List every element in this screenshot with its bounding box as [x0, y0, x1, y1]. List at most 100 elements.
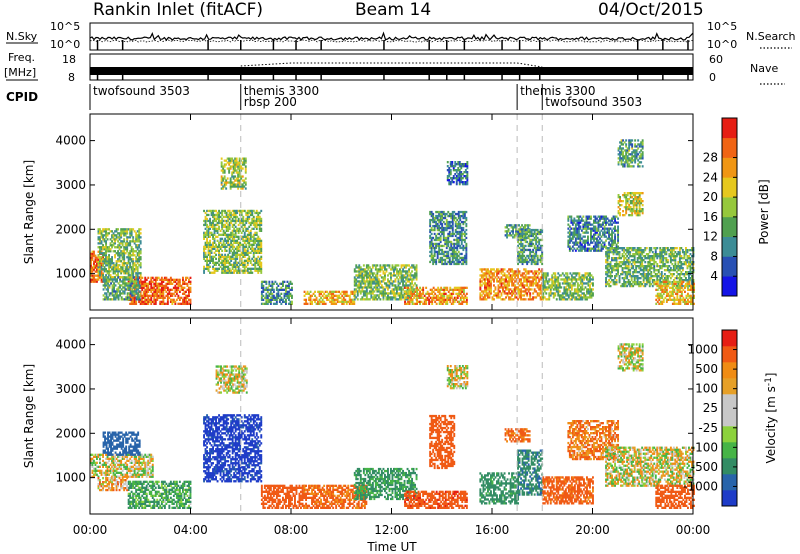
heatmap-cell [463, 299, 465, 301]
heatmap-cell [224, 232, 226, 234]
heatmap-cell [254, 248, 256, 250]
heatmap-cell [138, 234, 140, 236]
heatmap-cell [501, 294, 503, 296]
heatmap-cell [575, 250, 577, 252]
heatmap-cell [566, 292, 568, 294]
heatmap-cell [372, 266, 374, 268]
heatmap-cell [254, 242, 256, 244]
heatmap-cell [291, 283, 293, 285]
heatmap-cell [440, 239, 442, 241]
heatmap-cell [396, 268, 398, 270]
heatmap-cell [531, 270, 533, 272]
heatmap-cell [579, 236, 581, 238]
heatmap-cell [209, 218, 211, 220]
heatmap-cell [226, 212, 228, 214]
heatmap-cell [432, 215, 434, 217]
heatmap-cell [486, 276, 488, 278]
heatmap-cell [559, 290, 561, 292]
heatmap-cell [242, 222, 244, 224]
heatmap-cell [137, 288, 139, 290]
heatmap-cell [581, 280, 583, 282]
heatmap-cell [487, 268, 489, 270]
heatmap-cell [322, 299, 324, 301]
heatmap-cell [566, 274, 568, 276]
heatmap-cell [119, 258, 121, 260]
heatmap-cell [435, 247, 437, 249]
heatmap-cell [123, 258, 125, 260]
heatmap-cell [190, 277, 192, 279]
heatmap-cell [537, 257, 539, 259]
heatmap-cell [171, 295, 173, 297]
heatmap-cell [280, 303, 282, 305]
heatmap-cell [235, 260, 237, 262]
heatmap-cell [104, 286, 106, 288]
heatmap-cell [589, 244, 591, 246]
heatmap-cell [531, 245, 533, 247]
heatmap-cell [92, 257, 94, 259]
heatmap-cell [238, 218, 240, 220]
heatmap-cell [366, 288, 368, 290]
heatmap-cell [221, 163, 223, 165]
heatmap-cell [569, 290, 571, 292]
heatmap-cell [117, 240, 119, 242]
heatmap-cell [432, 257, 434, 259]
heatmap-cell [282, 283, 284, 285]
heatmap-cell [113, 286, 115, 288]
heatmap-cell [247, 254, 249, 256]
heatmap-cell [569, 242, 571, 244]
heatmap-cell [147, 277, 149, 279]
heatmap-cell [353, 301, 355, 303]
heatmap-cell [457, 297, 459, 299]
heatmap-cell [113, 262, 115, 264]
heatmap-cell [438, 233, 440, 235]
heatmap-cell [139, 296, 141, 298]
heatmap-cell [431, 293, 433, 295]
heatmap-cell [440, 287, 442, 289]
heatmap-cell [586, 220, 588, 222]
heatmap-cell [209, 240, 211, 242]
heatmap-cell [569, 236, 571, 238]
heatmap-cell [591, 290, 593, 292]
heatmap-cell [257, 214, 259, 216]
heatmap-cell [441, 257, 443, 259]
heatmap-cell [454, 165, 456, 167]
heatmap-cell [401, 272, 403, 274]
heatmap-cell [174, 295, 176, 297]
heatmap-cell [531, 263, 533, 265]
heatmap-cell [102, 244, 104, 246]
heatmap-cell [132, 260, 134, 262]
heatmap-cell [220, 240, 222, 242]
heatmap-cell [433, 287, 435, 289]
heatmap-cell [444, 215, 446, 217]
heatmap-cell [358, 264, 360, 266]
heatmap-cell [357, 294, 359, 296]
heatmap-cell [284, 297, 286, 299]
heatmap-cell [489, 296, 491, 298]
heatmap-cell [156, 279, 158, 281]
heatmap-cell [162, 291, 164, 293]
heatmap-cell [416, 291, 418, 293]
heatmap-cell [214, 234, 216, 236]
heatmap-cell [498, 294, 500, 296]
heatmap-cell [105, 242, 107, 244]
heatmap-cell [285, 299, 287, 301]
heatmap-cell [150, 291, 152, 293]
heatmap-cell [431, 241, 433, 243]
heatmap-cell [393, 272, 395, 274]
heatmap-cell [221, 228, 223, 230]
noise-right-tick-top: 10^5 [707, 20, 737, 33]
heatmap-cell [587, 226, 589, 228]
heatmap-cell [245, 165, 247, 167]
heatmap-cell [218, 264, 220, 266]
heatmap-cell [230, 167, 232, 169]
heatmap-cell [291, 289, 293, 291]
heatmap-cell [203, 272, 205, 274]
heatmap-cell [137, 292, 139, 294]
heatmap-cell [557, 288, 559, 290]
heatmap-cell [554, 272, 556, 274]
heatmap-cell [479, 278, 481, 280]
heatmap-cell [528, 272, 530, 274]
heatmap-cell [489, 274, 491, 276]
heatmap-cell [440, 237, 442, 239]
heatmap-cell [398, 284, 400, 286]
